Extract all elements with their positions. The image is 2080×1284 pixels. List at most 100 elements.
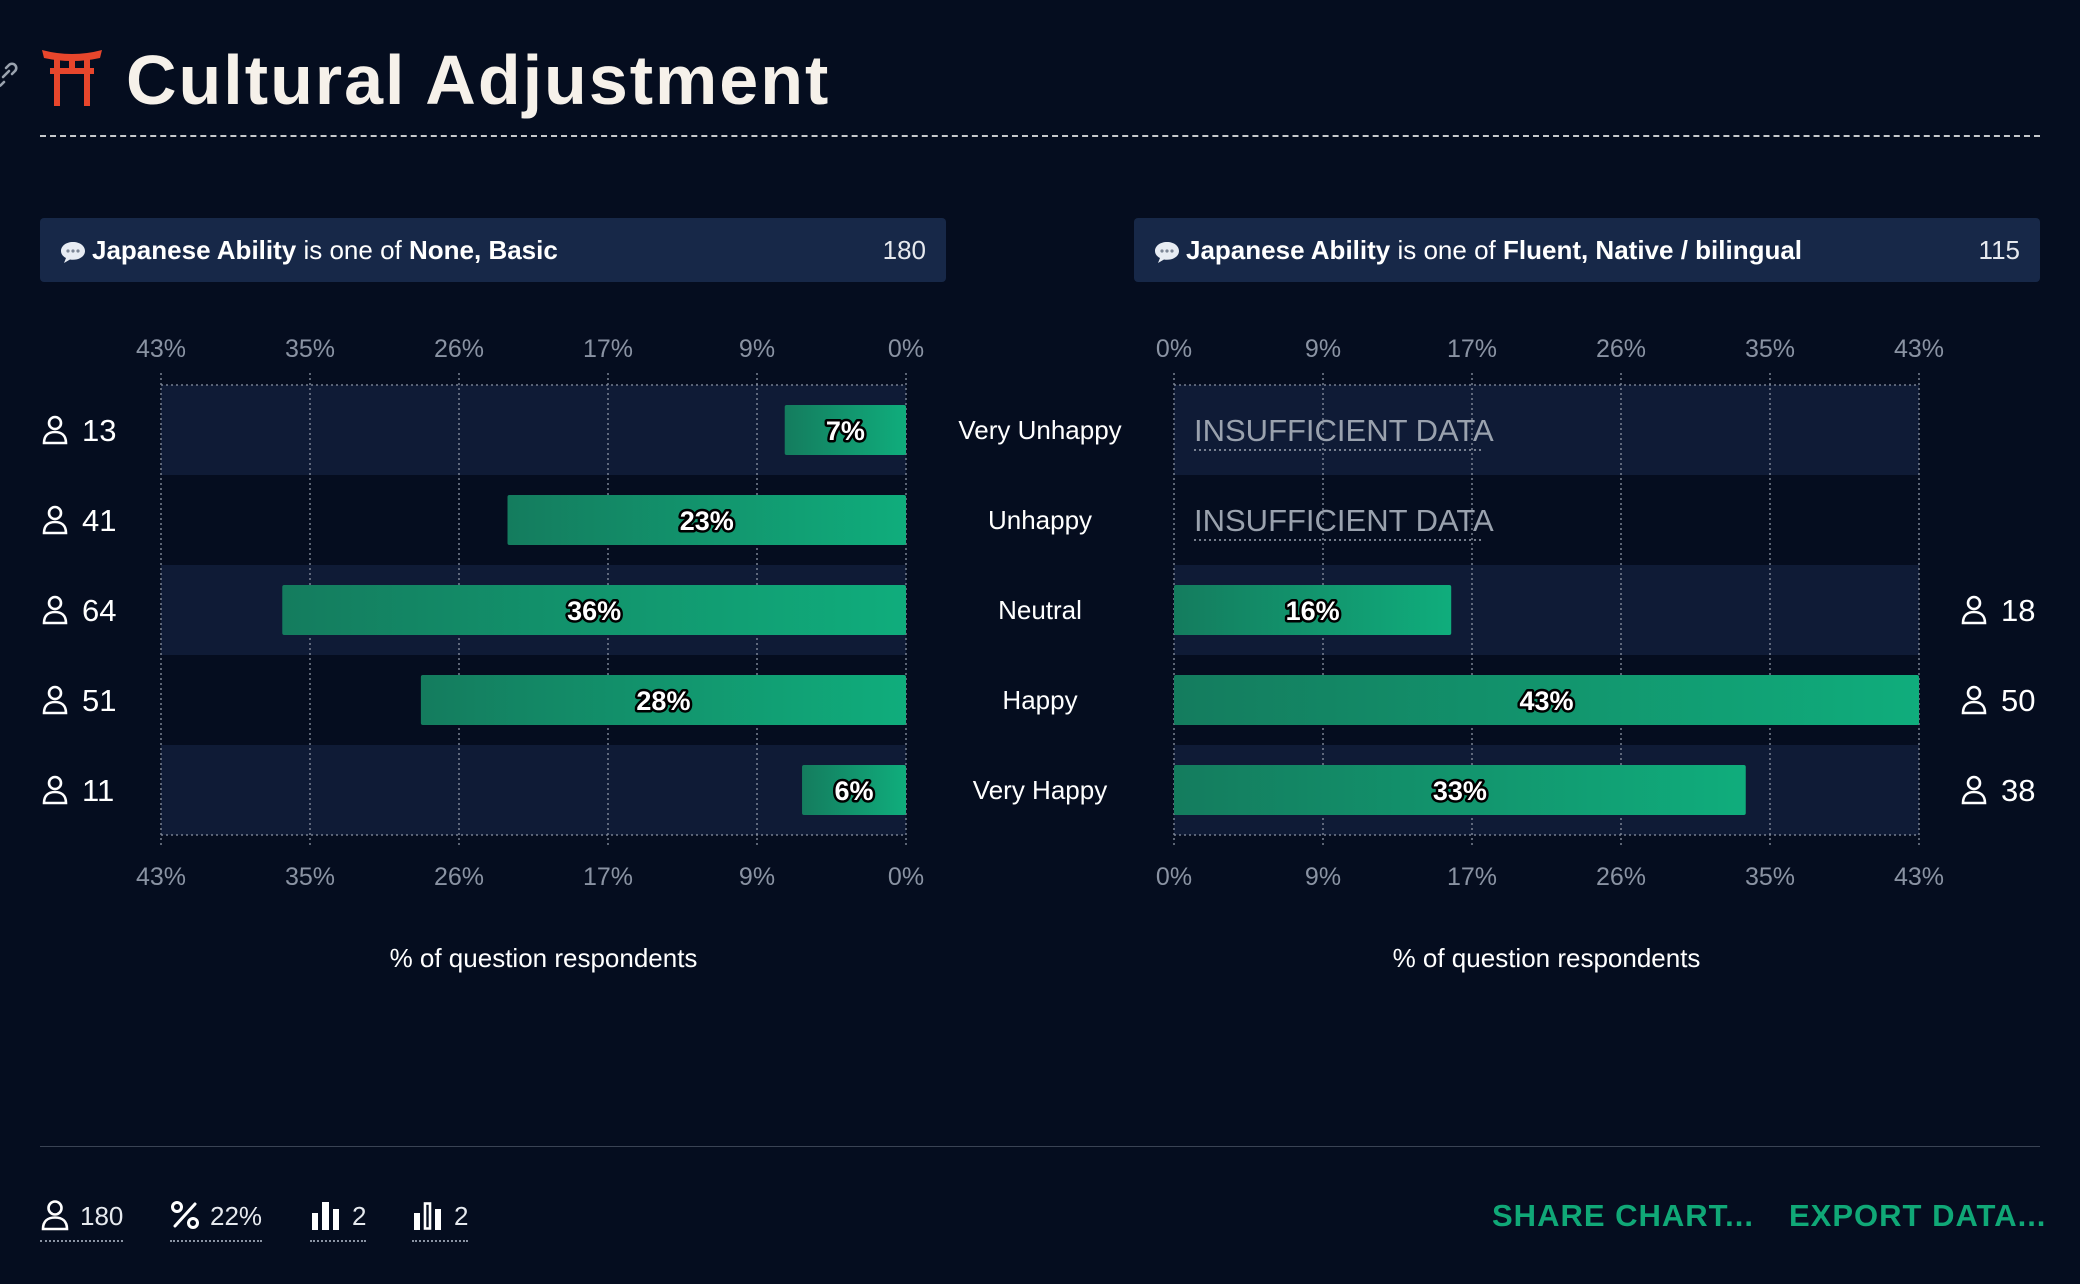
respondents-stat[interactable]: 180 (40, 1196, 124, 1242)
tick-label-top: 17% (583, 335, 633, 363)
bar (507, 495, 906, 545)
respondent-count: 18 (2001, 593, 2035, 628)
respondent-count: 38 (2001, 773, 2035, 808)
row-band (1174, 385, 1919, 475)
bar (802, 765, 906, 815)
person-icon (1961, 775, 1987, 805)
tick-label-bottom: 26% (434, 863, 484, 891)
stat-value: 180 (80, 1201, 124, 1231)
tick-label-top: 35% (285, 335, 335, 363)
bar-value-label: 23% (680, 506, 734, 536)
person-icon (1961, 685, 1987, 715)
panel-header-left[interactable]: Japanese Ability is one of None, Basic 1… (40, 218, 946, 282)
x-axis-title: % of question respondents (390, 943, 698, 973)
insufficient-data-label: INSUFFICIENT DATA (1194, 413, 1494, 448)
tick-label-top: 0% (888, 335, 924, 363)
category-label: Very Unhappy (958, 415, 1121, 445)
filter-field: Japanese Ability (92, 235, 297, 265)
person-icon (42, 775, 68, 805)
respondent-count: 51 (82, 683, 116, 718)
person-icon (41, 1200, 69, 1231)
share-chart-button[interactable]: SHARE CHART... (1492, 1198, 1755, 1233)
bar (1174, 765, 1746, 815)
speech-bubble-icon (1155, 242, 1179, 264)
tick-label-bottom: 43% (136, 863, 186, 891)
tick-label-top: 43% (1894, 335, 1944, 363)
link-icon[interactable] (0, 62, 18, 88)
bar-value-label: 43% (1519, 686, 1573, 716)
bar-value-label: 7% (826, 416, 865, 446)
bar-value-label: 36% (567, 596, 621, 626)
tick-label-bottom: 9% (739, 863, 775, 891)
bar-value-label: 16% (1286, 596, 1340, 626)
stat-value: 2 (454, 1201, 469, 1231)
filter-operator: is one of (303, 235, 402, 265)
title-divider (40, 135, 2040, 137)
stat-value: 2 (352, 1201, 367, 1231)
insufficient-data-label: INSUFFICIENT DATA (1194, 503, 1494, 538)
respondent-count: 64 (82, 593, 116, 628)
panel-count: 180 (882, 235, 926, 265)
tick-label-bottom: 9% (1305, 863, 1341, 891)
bar-value-label: 28% (636, 686, 690, 716)
person-icon (42, 505, 68, 535)
bar-chart-icon (312, 1202, 339, 1231)
tick-label-top: 35% (1745, 335, 1795, 363)
respondent-count: 13 (82, 413, 116, 448)
category-label: Unhappy (988, 505, 1092, 535)
category-label: Very Happy (973, 775, 1107, 805)
percent-icon (171, 1201, 199, 1230)
tick-label-top: 9% (1305, 335, 1341, 363)
tick-label-top: 26% (434, 335, 484, 363)
person-icon (42, 595, 68, 625)
torii-gate-icon (42, 50, 102, 106)
respondent-count: 50 (2001, 683, 2035, 718)
bar (420, 675, 906, 725)
tick-label-bottom: 35% (285, 863, 335, 891)
filter-operator: is one of (1397, 235, 1496, 265)
tick-label-top: 0% (1156, 335, 1192, 363)
segment-count-stat[interactable]: 2 (412, 1196, 469, 1242)
category-label: Neutral (998, 595, 1082, 625)
tick-label-top: 43% (136, 335, 186, 363)
footer-divider (40, 1146, 2040, 1147)
bar-value-label: 33% (1433, 776, 1487, 806)
bar-chart-outline-icon (414, 1202, 441, 1231)
percent-stat[interactable]: 22% (170, 1196, 263, 1242)
panel-count: 115 (1978, 235, 2020, 265)
tick-label-bottom: 0% (1156, 863, 1192, 891)
tick-label-bottom: 35% (1745, 863, 1795, 891)
stat-value: 22% (210, 1201, 263, 1231)
bar (784, 405, 906, 455)
speech-bubble-icon (61, 242, 85, 264)
row-band (161, 385, 906, 475)
tick-label-bottom: 17% (583, 863, 633, 891)
export-data-button[interactable]: EXPORT DATA... (1789, 1198, 2047, 1233)
tick-label-top: 26% (1596, 335, 1646, 363)
page-title: Cultural Adjustment (126, 41, 831, 119)
tick-label-bottom: 0% (888, 863, 924, 891)
filter-field: Japanese Ability (1186, 235, 1391, 265)
bar-value-label: 6% (835, 776, 874, 806)
tick-label-bottom: 17% (1447, 863, 1497, 891)
bar-count-stat[interactable]: 2 (310, 1196, 367, 1242)
tick-label-top: 17% (1447, 335, 1497, 363)
tick-label-bottom: 43% (1894, 863, 1944, 891)
respondent-count: 11 (82, 773, 114, 808)
respondent-count: 41 (82, 503, 116, 538)
tick-label-bottom: 26% (1596, 863, 1646, 891)
filter-values: Fluent, Native / bilingual (1503, 235, 1803, 265)
bar (1174, 585, 1452, 635)
row-band (161, 745, 906, 835)
person-icon (42, 685, 68, 715)
person-icon (42, 415, 68, 445)
tick-label-top: 9% (739, 335, 775, 363)
category-label: Happy (1002, 685, 1077, 715)
x-axis-title: % of question respondents (1393, 943, 1701, 973)
chart-area: Very Unhappy Unhappy Neutral Happy Very Happ… (42, 335, 2035, 973)
bar (282, 585, 907, 635)
panel-header-right[interactable]: Japanese Ability is one of Fluent, Nativ… (1134, 218, 2040, 282)
filter-values: None, Basic (409, 235, 558, 265)
bar (1174, 675, 1919, 725)
person-icon (1961, 595, 1987, 625)
